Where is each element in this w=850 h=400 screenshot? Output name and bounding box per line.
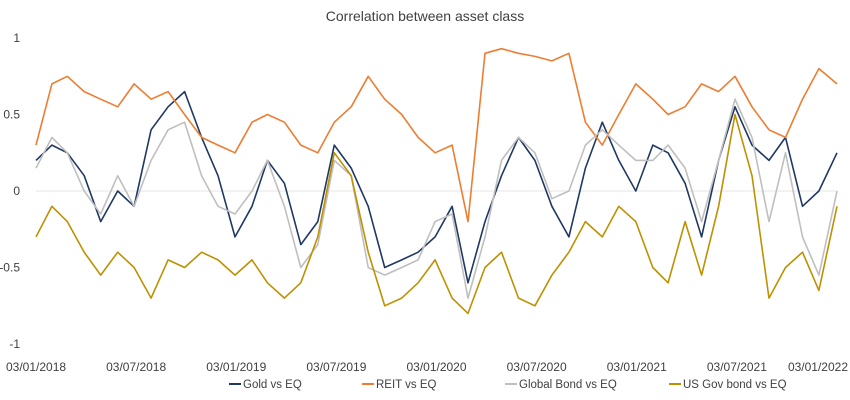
y-axis-ticks: 1 0.5 0 -0.5 -1 (0, 31, 20, 351)
x-axis-ticks: 03/01/2018 03/07/2018 03/01/2019 03/07/2019… (6, 360, 848, 374)
x-tick-label: 03/01/2022 (788, 360, 848, 374)
series-line-1 (35, 47, 838, 223)
y-tick-label: 0 (13, 184, 20, 198)
legend-label-1: REIT vs EQ (376, 379, 437, 391)
y-tick-label: -0.5 (0, 261, 20, 275)
legend-label-0: Gold vs EQ (243, 379, 302, 391)
x-tick-label: 03/01/2018 (6, 360, 66, 374)
series-line-2 (35, 98, 838, 299)
x-tick-label: 03/07/2021 (707, 360, 767, 374)
legend-label-3: US Gov bond vs EQ (683, 379, 787, 391)
x-tick-label: 03/01/2019 (206, 360, 266, 374)
x-tick-label: 03/01/2021 (607, 360, 667, 374)
x-tick-label: 03/01/2020 (406, 360, 466, 374)
series-line-0 (35, 90, 838, 284)
y-tick-label: 0.5 (3, 108, 20, 122)
series-lines (35, 47, 838, 315)
x-tick-label: 03/07/2018 (106, 360, 166, 374)
chart-title: Correlation between asset class (326, 8, 524, 24)
series-line-3 (35, 113, 838, 315)
x-tick-label: 03/07/2019 (306, 360, 366, 374)
legend: Gold vs EQ REIT vs EQ Global Bond vs EQ US … (229, 379, 787, 391)
legend-label-2: Global Bond vs EQ (519, 379, 617, 391)
y-tick-label: -1 (9, 337, 20, 351)
y-tick-label: 1 (13, 31, 20, 45)
x-tick-label: 03/07/2020 (507, 360, 567, 374)
